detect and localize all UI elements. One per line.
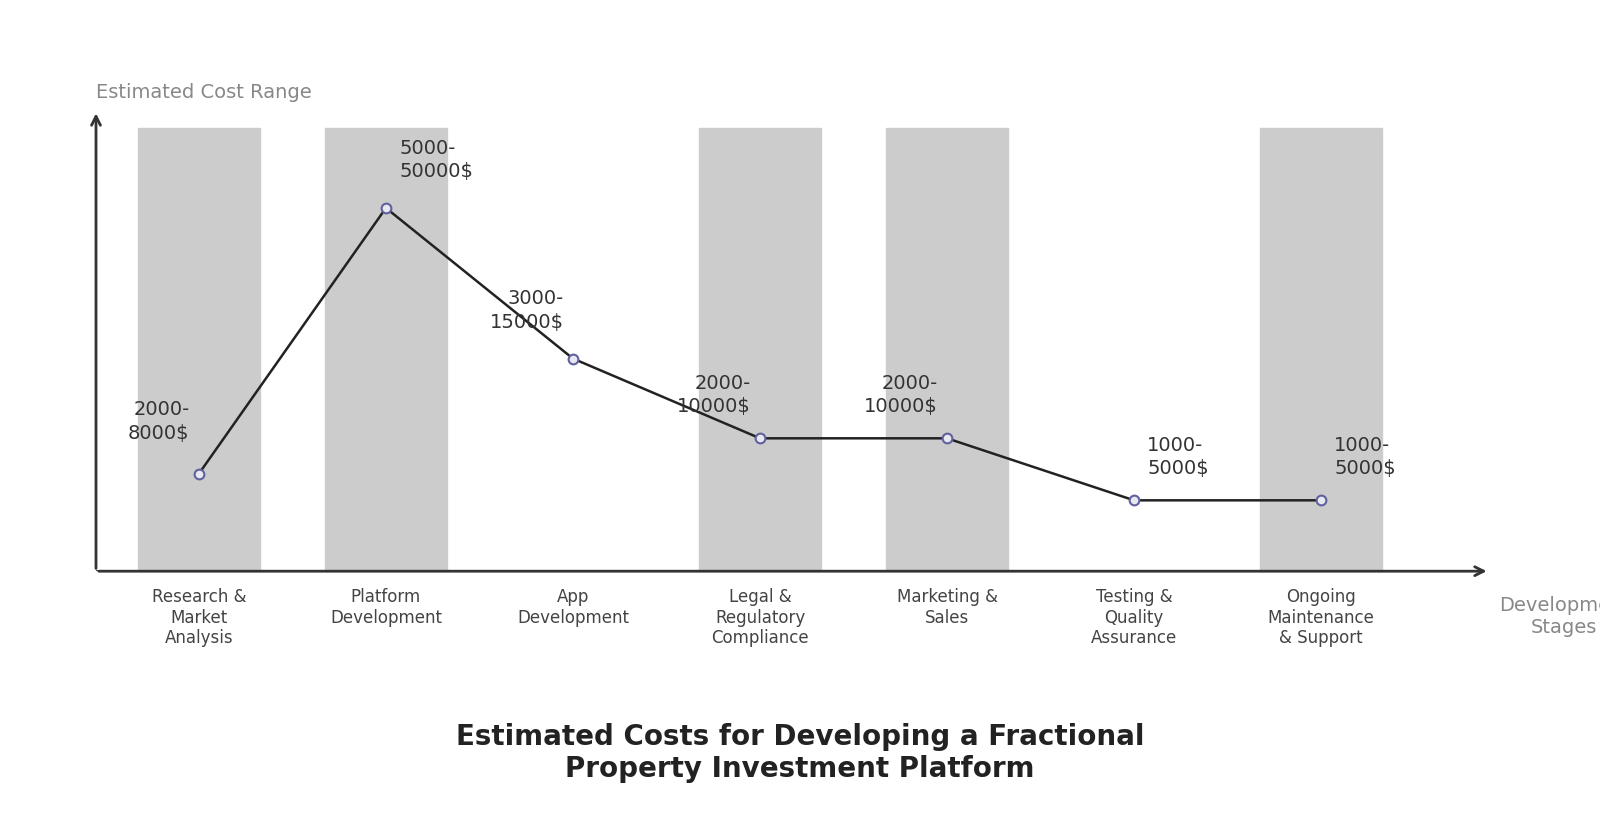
Text: Development
Stages: Development Stages bbox=[1499, 596, 1600, 636]
Bar bbox=[886, 128, 1008, 571]
Text: Estimated Costs for Developing a Fractional
Property Investment Platform: Estimated Costs for Developing a Fractio… bbox=[456, 723, 1144, 783]
Text: Estimated Cost Range: Estimated Cost Range bbox=[96, 82, 312, 102]
Text: 5000-
50000$: 5000- 50000$ bbox=[398, 139, 474, 181]
Bar bbox=[699, 128, 821, 571]
Text: 2000-
8000$: 2000- 8000$ bbox=[128, 400, 189, 443]
Bar bbox=[138, 128, 259, 571]
Text: 1000-
5000$: 1000- 5000$ bbox=[1334, 436, 1395, 478]
Text: 2000-
10000$: 2000- 10000$ bbox=[677, 374, 750, 416]
Bar bbox=[325, 128, 446, 571]
Text: 1000-
5000$: 1000- 5000$ bbox=[1147, 436, 1210, 478]
Text: 3000-
15000$: 3000- 15000$ bbox=[490, 290, 563, 332]
Text: 2000-
10000$: 2000- 10000$ bbox=[864, 374, 938, 416]
Bar bbox=[1261, 128, 1382, 571]
